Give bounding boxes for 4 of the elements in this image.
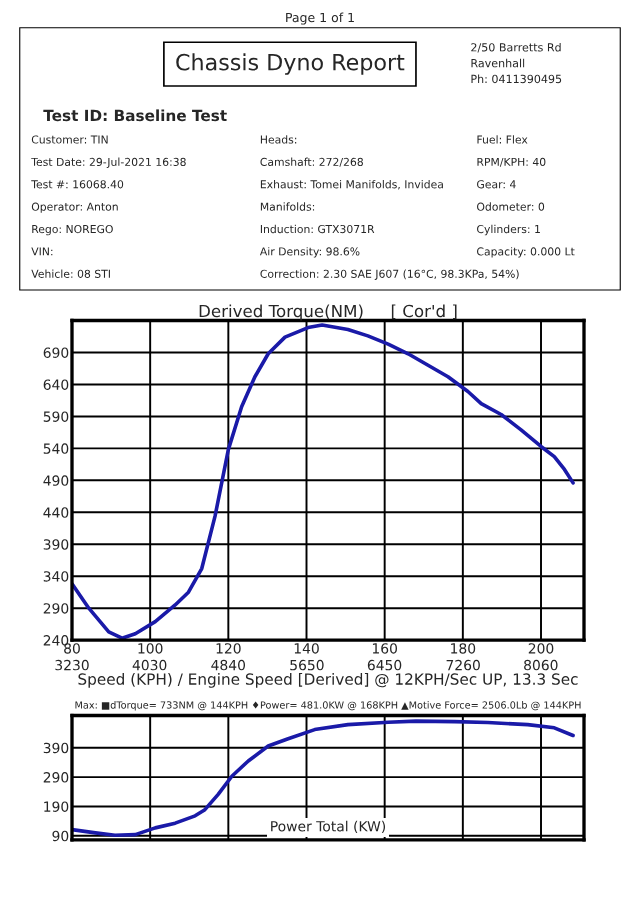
text: Chassis Dyno Report (176, 53, 405, 75)
line-series (72, 719, 575, 838)
line-series (72, 323, 575, 641)
chart-title: Derived Torque(NM) [ Cor'd ] (199, 304, 457, 321)
